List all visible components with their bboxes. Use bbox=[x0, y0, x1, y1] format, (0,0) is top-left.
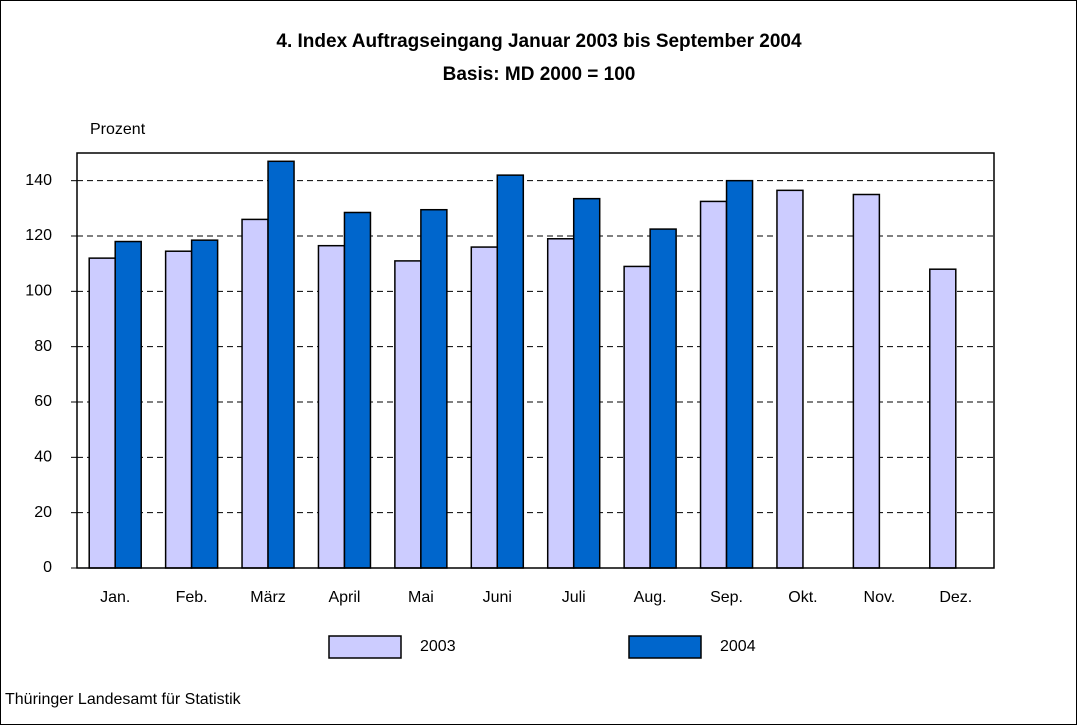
bar bbox=[420, 208, 448, 569]
legend-label: 2003 bbox=[420, 638, 456, 655]
bar bbox=[496, 174, 525, 569]
legend-label: 2004 bbox=[720, 638, 756, 655]
bar bbox=[623, 265, 651, 569]
bar bbox=[852, 193, 881, 569]
bar bbox=[88, 257, 116, 569]
y-tick-label: 40 bbox=[34, 449, 52, 466]
y-tick-label: 120 bbox=[25, 227, 52, 244]
bar bbox=[572, 197, 601, 569]
y-tick-label: 100 bbox=[25, 283, 52, 300]
y-tick-label: 140 bbox=[25, 172, 52, 189]
x-tick-label: März bbox=[250, 589, 286, 606]
legend-swatch bbox=[628, 635, 702, 659]
bar bbox=[394, 260, 422, 569]
y-tick-label: 60 bbox=[34, 393, 52, 410]
bar bbox=[190, 239, 219, 569]
bar bbox=[546, 238, 575, 569]
x-tick-label: Sep. bbox=[710, 589, 743, 606]
legend-swatch bbox=[328, 635, 402, 659]
y-axis-label: Prozent bbox=[90, 121, 146, 138]
bar bbox=[929, 268, 957, 569]
x-tick-label: Feb. bbox=[176, 589, 208, 606]
source: Thüringer Landesamt für Statistik bbox=[5, 691, 242, 708]
bar bbox=[699, 200, 728, 569]
x-tick-label: April bbox=[328, 589, 360, 606]
x-tick-label: Nov. bbox=[864, 589, 896, 606]
chart-title: 4. Index Auftragseingang Januar 2003 bis… bbox=[276, 31, 802, 52]
bar bbox=[776, 189, 804, 569]
y-tick-label: 0 bbox=[43, 559, 52, 576]
bar bbox=[725, 179, 754, 569]
plot-frame bbox=[76, 152, 995, 569]
x-tick-label: Jan. bbox=[100, 589, 130, 606]
x-tick-label: Juli bbox=[562, 589, 586, 606]
bar bbox=[114, 240, 142, 569]
x-tick-label: Aug. bbox=[634, 589, 667, 606]
plot: 0 20 40 60 80 100 120 140 Jan. Feb. März April Mai Ju… bbox=[25, 160, 994, 606]
x-tick-label: Okt. bbox=[788, 589, 817, 606]
bar bbox=[241, 218, 269, 569]
bar bbox=[267, 160, 295, 569]
bar bbox=[164, 250, 193, 569]
x-tick-label: Dez. bbox=[939, 589, 972, 606]
x-tick-label: Juni bbox=[483, 589, 512, 606]
y-tick-label: 20 bbox=[34, 504, 52, 521]
y-tick-label: 80 bbox=[34, 338, 52, 355]
x-tick-label: Mai bbox=[408, 589, 434, 606]
bar bbox=[343, 211, 372, 569]
bar bbox=[317, 244, 346, 569]
chart-subtitle: Basis: MD 2000 = 100 bbox=[443, 64, 636, 85]
bar bbox=[649, 228, 677, 569]
bar bbox=[470, 246, 499, 569]
